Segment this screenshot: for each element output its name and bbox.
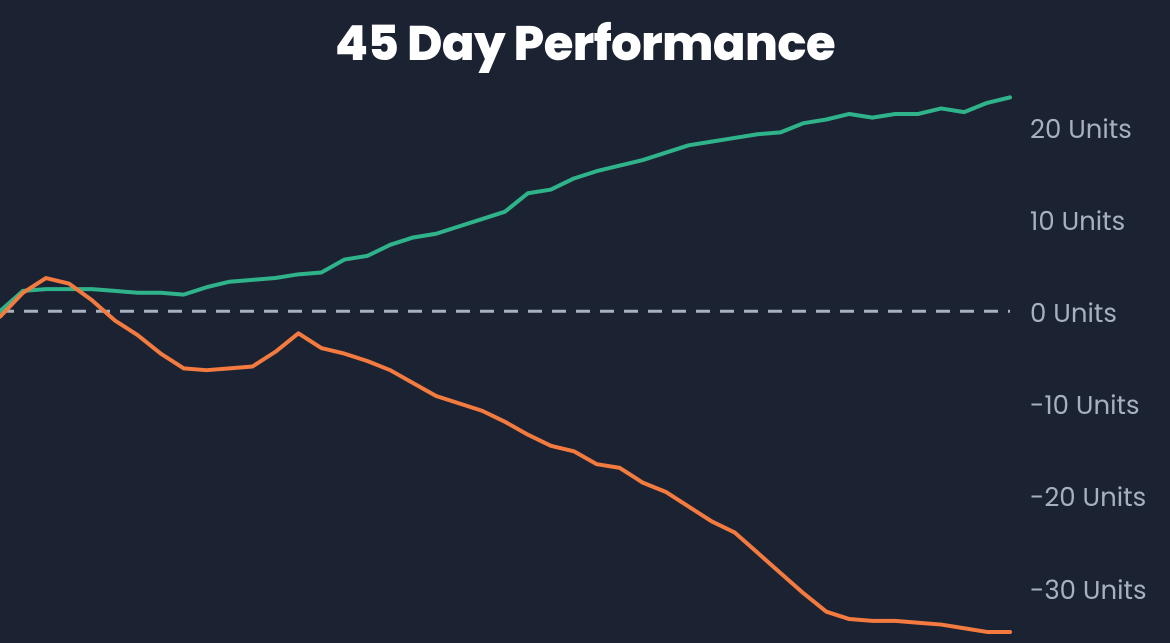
performance-chart: 45 Day Performance 20 Units10 Units0 Uni… (0, 0, 1170, 643)
ytick-label: 20 Units (1030, 111, 1132, 150)
ytick-label: -10 Units (1030, 387, 1140, 426)
positive-series (0, 97, 1010, 311)
chart-svg (0, 0, 1170, 643)
ytick-label: -30 Units (1030, 572, 1147, 611)
ytick-label: 10 Units (1030, 203, 1125, 242)
negative-series (0, 278, 1010, 632)
ytick-label: 0 Units (1030, 295, 1117, 334)
ytick-label: -20 Units (1030, 479, 1146, 518)
